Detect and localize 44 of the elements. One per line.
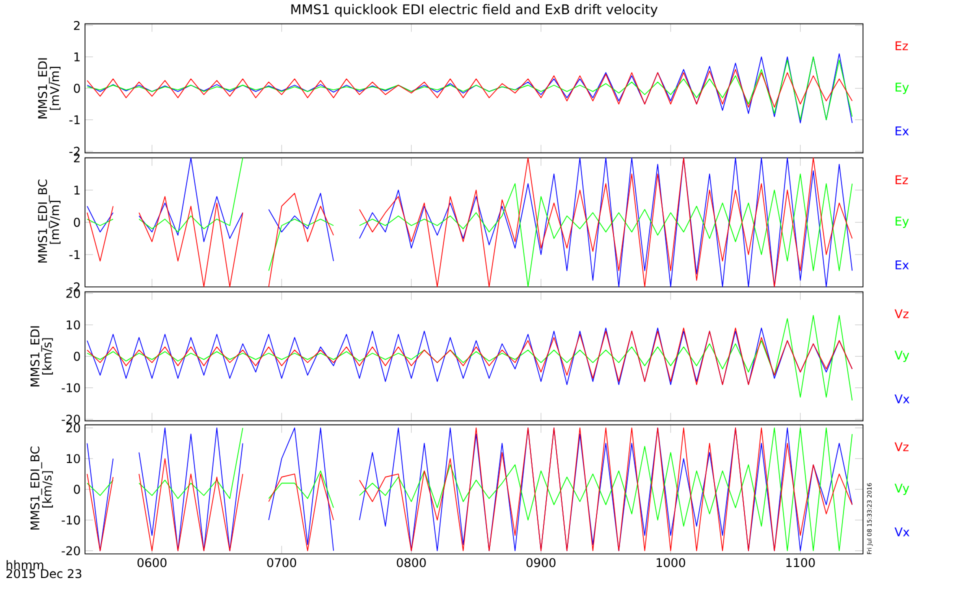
- line-series: [86, 69, 853, 108]
- x-tick-label: 0900: [526, 558, 556, 568]
- text: Vy: [894, 350, 910, 362]
- text: 2015 Dec 23: [6, 569, 82, 578]
- y-axis-title: MMS1_EDI [km/s]: [30, 326, 53, 386]
- text: Ez: [896, 175, 908, 184]
- text: Ey: [896, 82, 909, 94]
- y-tick-label: 0: [74, 484, 80, 494]
- text: Vx: [894, 394, 910, 404]
- y-tick-label: 20: [66, 423, 80, 433]
- text: Ex: [896, 126, 909, 136]
- line-series: [86, 315, 853, 401]
- y-tick-label: 10: [66, 320, 80, 330]
- y-axis-title: MMS1_EDI_BC [mV/m]: [38, 180, 61, 263]
- y-tick-label: -20: [62, 546, 80, 556]
- x-tick-label: 1000: [656, 558, 686, 568]
- y-tick-label: -20: [62, 414, 80, 424]
- y-tick-label: -10: [62, 383, 80, 392]
- x-tick-label: 1100: [786, 558, 815, 568]
- x-tick-label: 0800: [396, 558, 426, 568]
- text: Ex: [896, 260, 909, 270]
- y-axis-title: MMS1_EDI_BC [km/s]: [30, 446, 53, 530]
- y-tick-label: -10: [62, 516, 80, 525]
- text: Vz: [894, 442, 908, 452]
- y-tick-label: 0: [74, 352, 80, 361]
- y-tick-label: 10: [66, 454, 80, 464]
- y-tick-label: -1: [69, 116, 80, 124]
- text: Ey: [896, 216, 909, 228]
- text: Vx: [894, 528, 910, 536]
- x-tick-label: 0600: [138, 558, 166, 568]
- y-tick-label: -1: [69, 250, 80, 260]
- y-tick-label: 0: [74, 84, 80, 93]
- text: hhmm: [6, 560, 44, 570]
- y-tick-label: 1: [74, 186, 80, 195]
- y-tick-label: 2: [74, 21, 80, 30]
- y-axis-title: MMS1_EDI [mV/m]: [38, 58, 61, 118]
- x-tick-label: 0700: [267, 558, 296, 568]
- text: Ez: [896, 41, 908, 50]
- y-tick-label: 0: [74, 218, 80, 227]
- chart-title: MMS1 quicklook EDI electric field and ExB drift velocity: [291, 4, 658, 17]
- text: Vz: [894, 309, 908, 318]
- line-series: [86, 328, 853, 386]
- y-tick-label: 1: [74, 52, 80, 62]
- text: Vy: [894, 484, 910, 496]
